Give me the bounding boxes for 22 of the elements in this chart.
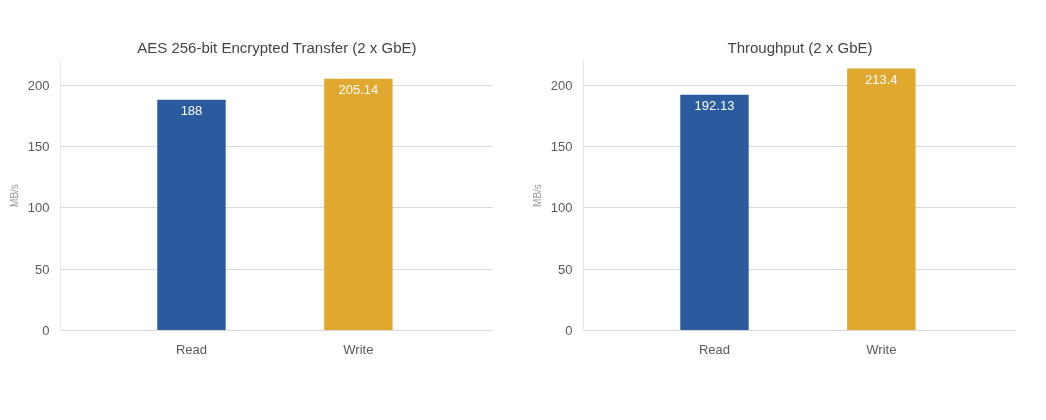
y-tick-label: 100 — [550, 200, 573, 216]
y-tick-label: 150 — [27, 138, 50, 154]
x-tick-label: Write — [343, 341, 374, 357]
y-tick-label: 50 — [558, 261, 573, 277]
x-tick-label: Write — [866, 341, 897, 357]
y-tick-label: 50 — [35, 261, 50, 277]
y-tick-label: 0 — [42, 323, 50, 338]
chart-title: AES 256-bit Encrypted Transfer (2 x GbE) — [137, 38, 417, 56]
y-axis-title: MB/s — [8, 184, 20, 207]
data-label: 192.13 — [694, 97, 735, 113]
y-tick-label: 200 — [550, 77, 573, 93]
y-tick-label: 150 — [550, 138, 573, 154]
x-tick-label: Read — [698, 341, 731, 357]
chart-title: Throughput (2 x GbE) — [727, 38, 873, 56]
data-label: 205.14 — [338, 81, 379, 97]
data-label: 188 — [180, 102, 203, 118]
x-tick-label: Read — [175, 341, 208, 357]
y-tick-label: 0 — [565, 323, 573, 338]
y-tick-label: 100 — [27, 200, 50, 216]
y-tick-label: 200 — [27, 77, 50, 93]
data-label: 213.4 — [865, 71, 898, 87]
y-axis-title: MB/s — [531, 184, 543, 207]
